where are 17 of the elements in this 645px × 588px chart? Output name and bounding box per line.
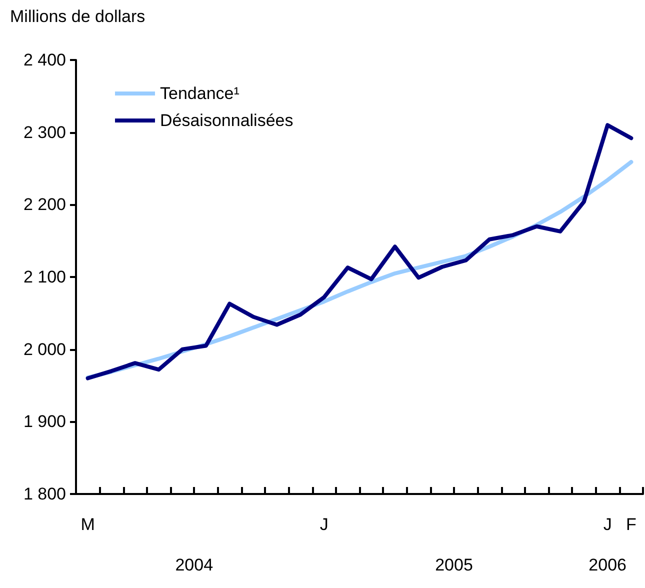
y-tick-label: 2 300 [23,122,66,142]
y-tick-label: 2 400 [23,50,66,70]
x-tick-label: F [626,515,636,534]
legend-label: Désaisonnalisées [160,111,294,130]
y-tick-label: 1 900 [23,412,66,432]
text: 2006 [588,556,626,574]
y-axis-title: Millions de dollars [10,7,146,26]
y-tick-label: 2 000 [23,340,66,359]
x-tick-label: J [320,515,328,534]
y-tick-label: 2 200 [23,195,66,214]
text: 2005 [435,556,473,574]
legend-label: Tendance¹ [160,84,240,103]
x-tick-label: M [80,515,95,534]
text: 2004 [175,556,214,574]
y-tick-label: 2 100 [23,268,66,286]
y-tick-label: 1 800 [23,484,66,504]
x-tick-label: J [603,515,612,534]
